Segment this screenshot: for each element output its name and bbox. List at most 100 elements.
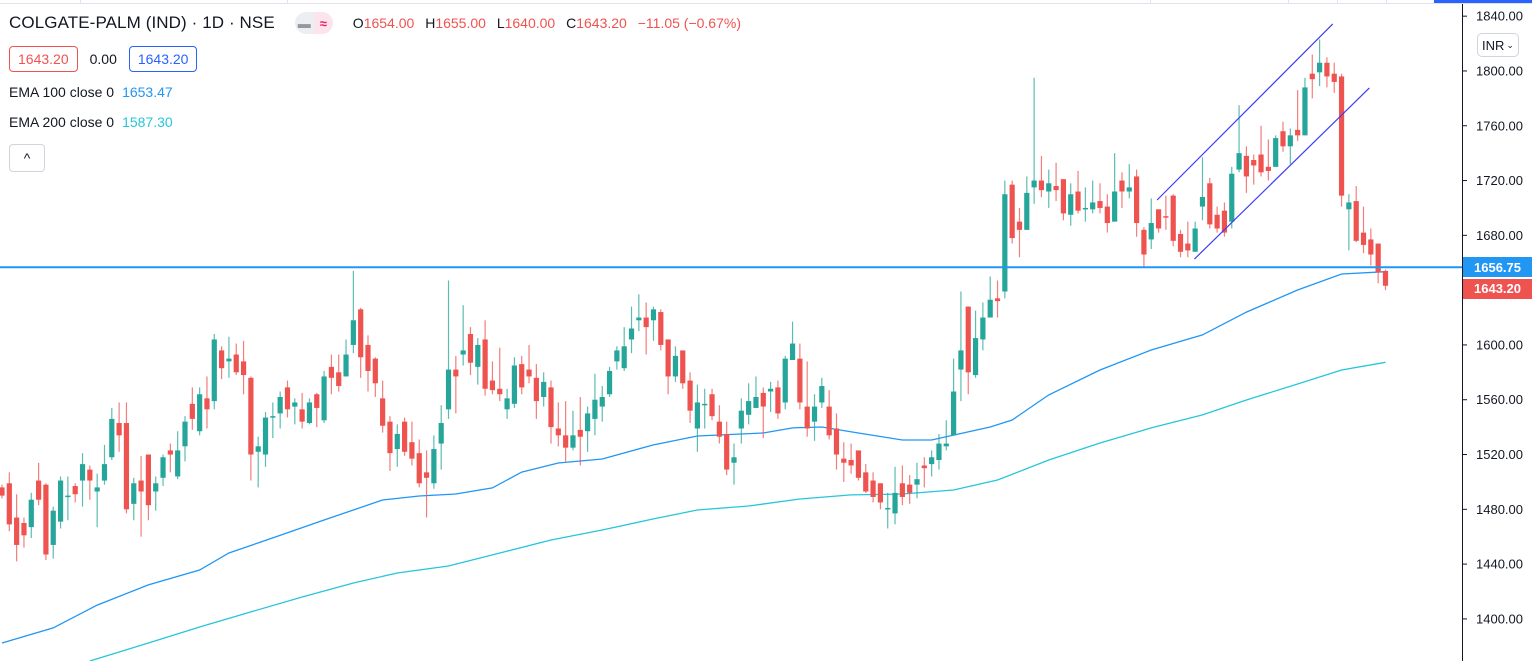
candle-body xyxy=(116,423,122,436)
candle xyxy=(1280,121,1286,152)
candle-body xyxy=(987,299,993,318)
buy-button[interactable]: 1643.20 xyxy=(128,46,198,72)
candle xyxy=(1075,170,1081,214)
close-key: C xyxy=(566,15,577,31)
candle-body xyxy=(1309,73,1315,80)
candle xyxy=(306,398,313,425)
candle xyxy=(1009,180,1015,244)
candle-body xyxy=(826,406,832,436)
candle xyxy=(870,472,876,503)
ema100-legend[interactable]: EMA 100 close 0 1653.47 xyxy=(9,84,748,102)
candle xyxy=(6,472,12,532)
candle xyxy=(1060,179,1066,221)
candle xyxy=(863,464,869,493)
candle xyxy=(189,387,195,430)
candle-body xyxy=(343,354,349,377)
candle xyxy=(907,475,913,504)
candle xyxy=(628,306,635,354)
candle xyxy=(658,309,664,351)
ema100-value: 1653.47 xyxy=(122,84,173,100)
candle-body xyxy=(1185,243,1191,251)
candle-body xyxy=(270,416,276,418)
candle-body xyxy=(570,435,576,448)
candle xyxy=(951,358,957,436)
candle xyxy=(1214,206,1220,233)
candle xyxy=(204,376,210,429)
candle xyxy=(599,386,605,422)
ema200-layer xyxy=(89,361,1386,661)
candle xyxy=(1207,177,1213,229)
candle-body xyxy=(1075,191,1081,211)
candle-body xyxy=(980,317,986,340)
candle xyxy=(94,473,100,528)
candle xyxy=(585,406,591,452)
ema100-line xyxy=(1,271,1386,644)
candle-body xyxy=(43,484,49,555)
candle-body xyxy=(599,396,605,407)
ema200-line xyxy=(89,361,1386,661)
candle-body xyxy=(460,350,466,355)
candle xyxy=(826,390,832,440)
candle xyxy=(548,380,554,444)
collapse-legend-button[interactable]: ^ xyxy=(9,144,45,172)
candle xyxy=(1185,221,1191,258)
ema200-legend[interactable]: EMA 200 close 0 1587.30 xyxy=(9,114,748,132)
candle xyxy=(694,384,700,452)
candle xyxy=(50,506,56,559)
candle-body xyxy=(402,421,408,452)
candle xyxy=(621,327,627,371)
candle xyxy=(21,517,27,548)
candle-body xyxy=(138,480,144,492)
candle-body xyxy=(1221,210,1228,233)
candle xyxy=(101,444,108,485)
candle xyxy=(14,494,20,562)
candle-body xyxy=(167,450,173,455)
candle-body xyxy=(621,346,627,369)
candle-body xyxy=(1119,180,1125,192)
candle-body xyxy=(687,380,693,411)
candle-body xyxy=(768,388,774,392)
candle-body xyxy=(585,413,591,432)
chart-legend: COLGATE-PALM (IND) · 1D · NSE ▬ ≈ O1654.… xyxy=(9,12,748,172)
candle xyxy=(855,450,862,481)
candle-body xyxy=(877,483,883,503)
candle xyxy=(972,310,979,378)
candle xyxy=(175,431,181,480)
candle xyxy=(167,443,173,473)
candle-body xyxy=(614,350,620,362)
candle-body xyxy=(789,343,796,360)
candle xyxy=(643,302,649,355)
drawings-layer xyxy=(0,23,1462,269)
candle xyxy=(358,307,364,378)
candle xyxy=(929,450,935,477)
candle xyxy=(1199,157,1206,221)
candle-body xyxy=(1192,228,1198,252)
candle-body xyxy=(1317,62,1323,73)
y-tick-label: 1560.00 xyxy=(1476,392,1523,407)
candle-body xyxy=(240,361,247,376)
candle-body xyxy=(277,396,283,414)
candle xyxy=(1317,39,1323,87)
candle xyxy=(145,454,151,521)
candle-body xyxy=(197,394,203,432)
candle-body xyxy=(1280,131,1286,147)
candle xyxy=(1046,169,1052,208)
candle-body xyxy=(702,403,708,406)
sell-button[interactable]: 1643.20 xyxy=(9,46,78,72)
candle-body xyxy=(1331,73,1337,82)
candle-body xyxy=(533,377,539,402)
currency-button[interactable]: INR ⌄ xyxy=(1477,33,1519,57)
candle xyxy=(965,306,971,395)
candle-body xyxy=(1236,153,1242,170)
candle-body xyxy=(848,460,854,466)
candle-body xyxy=(914,479,920,485)
candle-body xyxy=(1251,160,1257,166)
candle-body xyxy=(131,483,137,504)
candle xyxy=(445,280,452,419)
candle xyxy=(43,483,49,560)
symbol-title[interactable]: COLGATE-PALM (IND) · 1D · NSE xyxy=(9,13,275,32)
candle xyxy=(255,436,261,488)
candle xyxy=(123,402,130,514)
status-pill[interactable]: ▬ ≈ xyxy=(294,12,333,34)
